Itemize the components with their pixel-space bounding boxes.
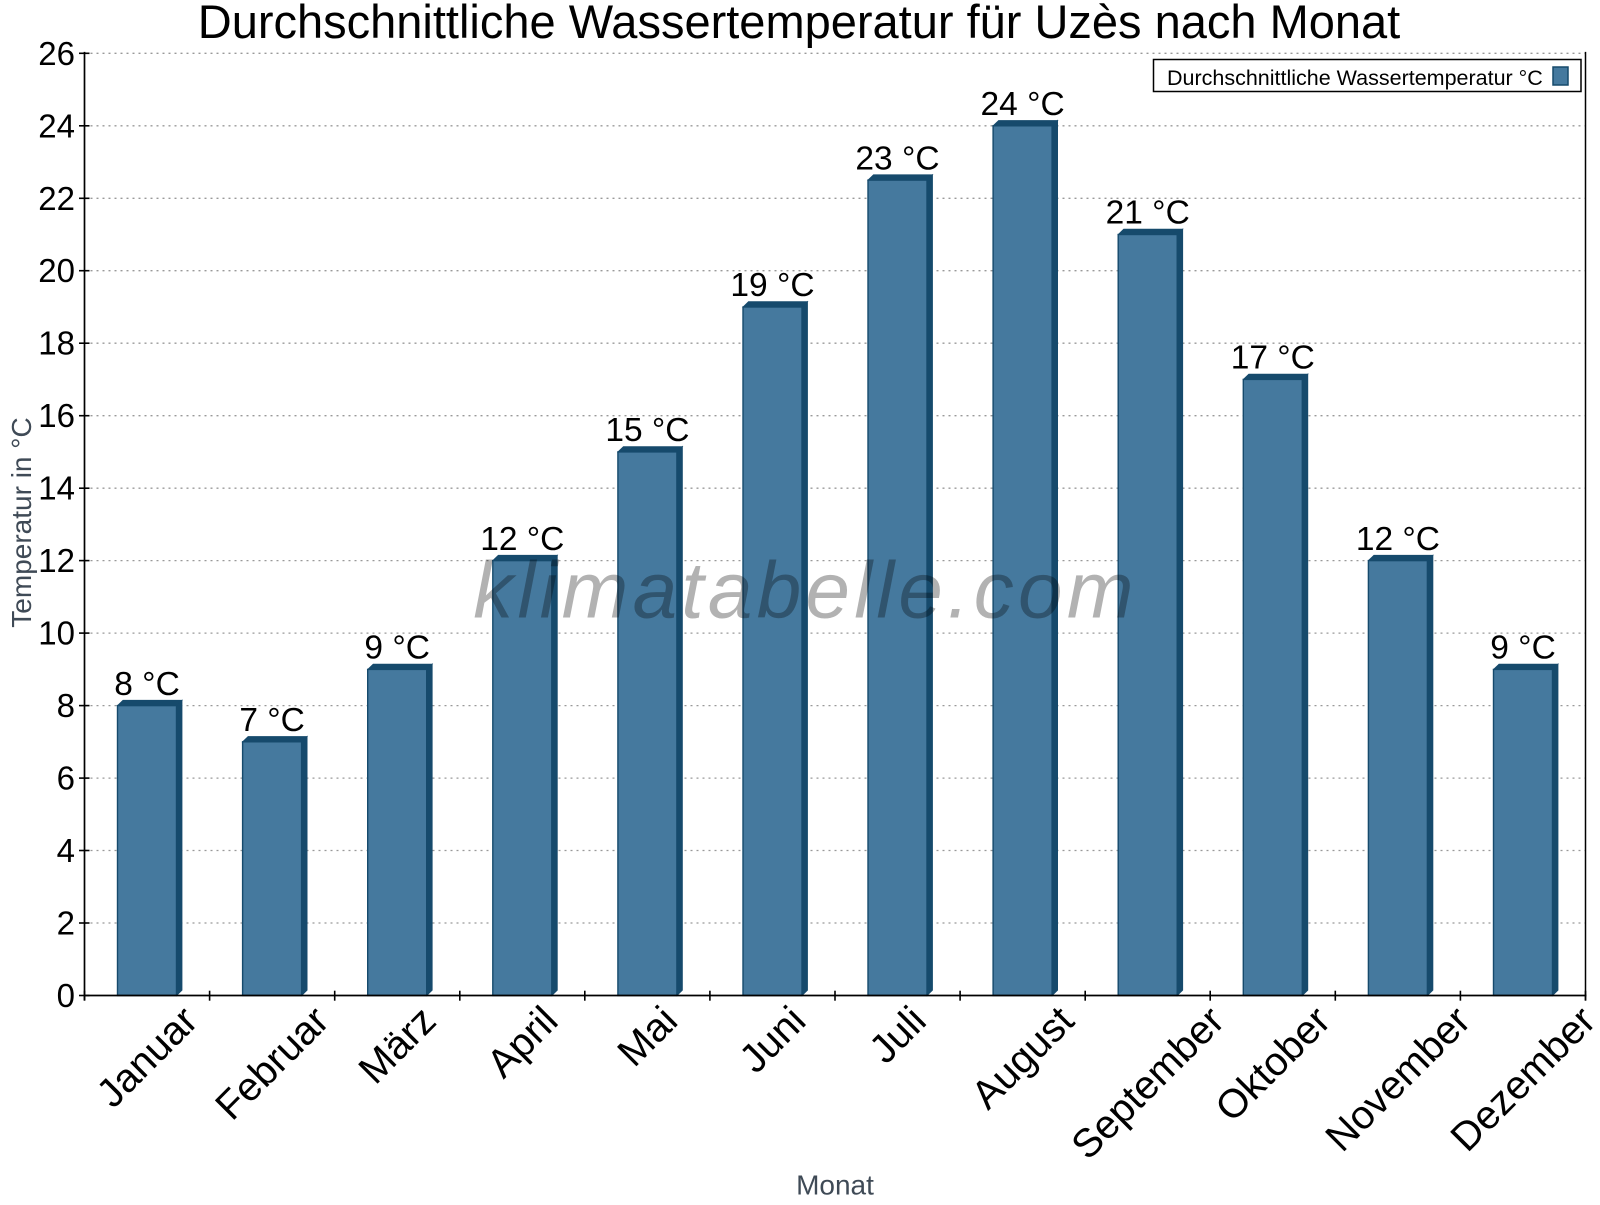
svg-text:9 °C: 9 °C <box>1490 630 1556 667</box>
svg-text:23 °C: 23 °C <box>855 140 939 177</box>
svg-text:7 °C: 7 °C <box>239 702 305 739</box>
svg-text:8 °C: 8 °C <box>114 666 180 703</box>
svg-text:4: 4 <box>57 832 75 869</box>
svg-text:12: 12 <box>38 542 75 579</box>
svg-text:24 °C: 24 °C <box>981 86 1065 123</box>
svg-text:15 °C: 15 °C <box>605 412 689 449</box>
svg-text:14: 14 <box>38 470 75 507</box>
svg-text:0: 0 <box>57 977 75 1014</box>
svg-text:19 °C: 19 °C <box>730 267 814 304</box>
svg-text:24: 24 <box>38 107 75 144</box>
svg-text:Durchschnittliche Wassertemper: Durchschnittliche Wassertemperatur °C <box>1167 66 1543 90</box>
svg-text:16: 16 <box>38 397 75 434</box>
svg-text:26: 26 <box>38 35 75 72</box>
svg-text:9 °C: 9 °C <box>364 630 430 667</box>
svg-text:6: 6 <box>57 760 75 797</box>
svg-text:21 °C: 21 °C <box>1106 195 1190 232</box>
svg-text:Temperatur in °C: Temperatur in °C <box>6 417 37 627</box>
svg-text:17 °C: 17 °C <box>1231 340 1315 377</box>
svg-text:10: 10 <box>38 615 75 652</box>
svg-text:12 °C: 12 °C <box>480 521 564 558</box>
svg-text:Monat: Monat <box>796 1170 874 1201</box>
svg-text:2: 2 <box>57 905 75 942</box>
svg-text:Durchschnittliche Wassertemper: Durchschnittliche Wassertemperatur für U… <box>198 0 1400 48</box>
svg-text:18: 18 <box>38 325 75 362</box>
svg-text:20: 20 <box>38 252 75 289</box>
svg-text:8: 8 <box>57 687 75 724</box>
svg-text:klimatabelle.com: klimatabelle.com <box>473 546 1138 635</box>
svg-text:12 °C: 12 °C <box>1356 521 1440 558</box>
svg-text:22: 22 <box>38 180 75 217</box>
